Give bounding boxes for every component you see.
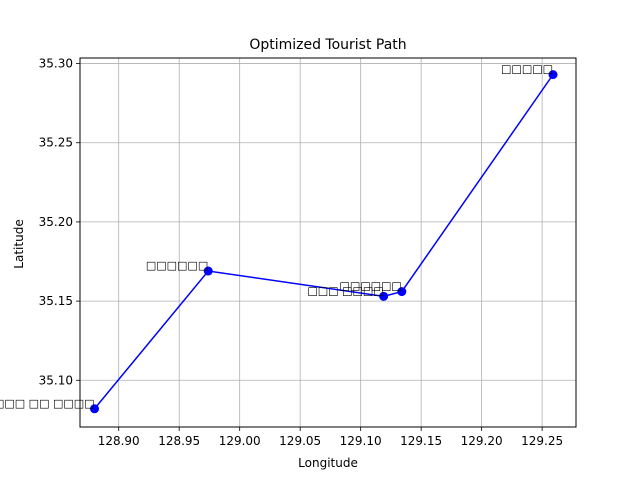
x-tick-label: 129.15 xyxy=(400,434,442,448)
data-point xyxy=(397,287,407,297)
data-point xyxy=(90,404,100,414)
y-tick-label: 35.20 xyxy=(39,215,73,229)
point-labels: □□□ □□ □□□□□□□□□□□□□ □□□□□□□□□□□□□□□ xyxy=(0,63,553,410)
x-tick-label: 128.90 xyxy=(98,434,140,448)
data-point xyxy=(379,291,389,301)
x-tick-label: 129.20 xyxy=(461,434,503,448)
axis-ticks: 128.90 128.95 129.00 129.05 129.10 129.15 129.… xyxy=(39,57,563,448)
x-axis-title: Longitude xyxy=(298,456,358,470)
x-tick-label: 129.10 xyxy=(340,434,382,448)
y-tick-label: 35.25 xyxy=(39,136,73,150)
y-axis-title: Latitude xyxy=(12,219,26,268)
series-path xyxy=(90,70,558,414)
grid xyxy=(80,58,576,427)
x-tick-label: 129.05 xyxy=(279,434,321,448)
x-tick-label: 128.95 xyxy=(158,434,200,448)
chart-title: Optimized Tourist Path xyxy=(249,37,406,53)
x-tick-label: 129.00 xyxy=(219,434,261,448)
point-label: □□□ □□ □□□□ xyxy=(0,397,95,410)
plot-area-frame xyxy=(79,57,577,428)
y-tick-label: 35.30 xyxy=(39,57,73,71)
data-point xyxy=(548,70,558,80)
point-label: □□□□□ xyxy=(501,63,553,76)
data-point xyxy=(203,266,213,276)
x-tick-label: 129.25 xyxy=(521,434,563,448)
point-label: □□□□□□ xyxy=(146,259,208,272)
y-tick-label: 35.10 xyxy=(39,373,73,387)
point-label: □□□□□□ xyxy=(339,280,401,293)
y-tick-label: 35.15 xyxy=(39,294,73,308)
point-label: □□□ □□□□ xyxy=(307,284,383,297)
